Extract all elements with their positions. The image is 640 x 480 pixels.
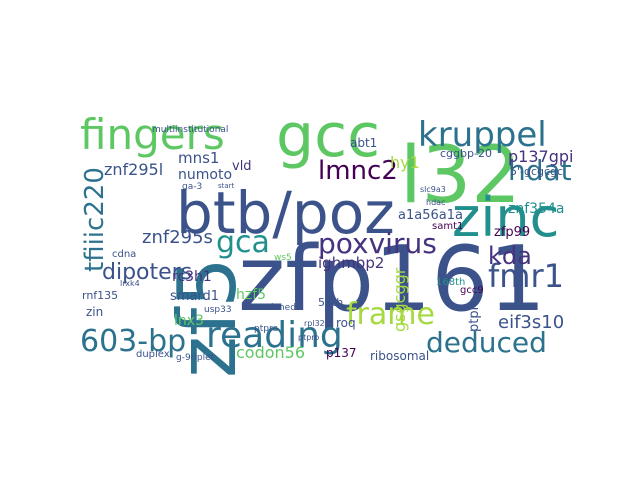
word-multiinst: multiinstitutional (152, 125, 229, 135)
word-smard1: smard1 (170, 289, 220, 304)
word-gsgcggr: gsgcggr (390, 267, 409, 332)
word-deduced: deduced (426, 326, 547, 359)
word-numoto: numoto (178, 167, 233, 183)
word-frame: frame (346, 297, 435, 332)
word-fmr1: fmr1 (488, 257, 564, 295)
word-kruppel: kruppel (418, 115, 547, 155)
word-vld: vld (232, 159, 252, 174)
word-603bp: 603-bp (80, 324, 187, 359)
word-rnf135: rnf135 (82, 289, 119, 302)
word-hzf5: hzf5 (236, 287, 267, 303)
word-reading: reading (206, 315, 343, 356)
word-ptpra: ptpra (254, 324, 279, 334)
word-kda: kda (488, 242, 532, 270)
word-abt1: abt1 (350, 136, 378, 150)
word-slc9a3: slc9a3 (420, 185, 446, 194)
word-roq: roq (336, 316, 356, 330)
word-fingers: fingers (80, 110, 225, 159)
word-duplex: duplex (136, 349, 170, 360)
word-gcc: gcc (276, 101, 381, 171)
word-p137: p137 (326, 346, 357, 360)
word-btbpoz: btb/poz (176, 179, 395, 247)
word-tfiiic220: tfiiic220 (80, 167, 110, 272)
word-ptpro: ptpro (298, 333, 320, 342)
word-eif3s10: eif3s10 (498, 312, 565, 333)
word-a1a56a1a: a1a56a1a (398, 208, 463, 223)
word-gcc9: gcc9 (460, 285, 484, 296)
word-p137gpi: p137gpi (508, 147, 574, 166)
word-samt1: samt1 (432, 221, 464, 232)
word-cggbp20: cggbp-20 (440, 147, 492, 160)
word-lrxk4: lrxk4 (120, 279, 140, 288)
word-cdna: cdna (112, 249, 137, 260)
word-ga3: ga-3 (182, 182, 203, 192)
word-mns1: mns1 (178, 149, 220, 167)
word-cloned: cloned (266, 303, 296, 313)
word-rc3h1: rc3h1 (172, 269, 212, 285)
word-ighmbp2: ighmbp2 (318, 254, 385, 272)
word-lmnc2: lmnc2 (318, 156, 398, 186)
word-hy1: hy1 (390, 153, 420, 172)
word-zfp99: zfp99 (494, 225, 531, 240)
word-hdat: hdat (508, 154, 572, 187)
word-poxvirus: poxvirus (318, 227, 437, 260)
word-168th: 168th (436, 277, 466, 288)
word-ribosomal: ribosomal (370, 349, 430, 363)
word-znf354a: znf354a (508, 201, 565, 217)
word-hdac: hdac (426, 198, 446, 207)
word-znf295l: znf295l (104, 160, 164, 179)
word-codon56: codon56 (236, 343, 306, 362)
word-gca: gca (216, 225, 270, 260)
word-start: start (218, 182, 235, 190)
word-58th: 58th (318, 296, 344, 309)
word-l32: l32 (400, 131, 521, 221)
word-ptprh: ptprh (467, 297, 482, 332)
word-zin: zin (86, 305, 104, 319)
word-zinc: zinc (452, 186, 560, 249)
word-dipoters: dipoters (102, 260, 193, 285)
word-lnx3: lnx3 (174, 313, 204, 329)
word-ws5: ws5 (274, 253, 292, 263)
word-g9riplet: g-9riplet (176, 353, 215, 363)
word-usp33: usp33 (204, 305, 232, 315)
word-zfp161: zfp161 (238, 227, 546, 332)
word-znf295s: znf295s (142, 227, 213, 248)
word-rpl32: rpl32 (304, 319, 325, 328)
word-gcgcgc: 5'-gcgcgc (510, 165, 564, 178)
